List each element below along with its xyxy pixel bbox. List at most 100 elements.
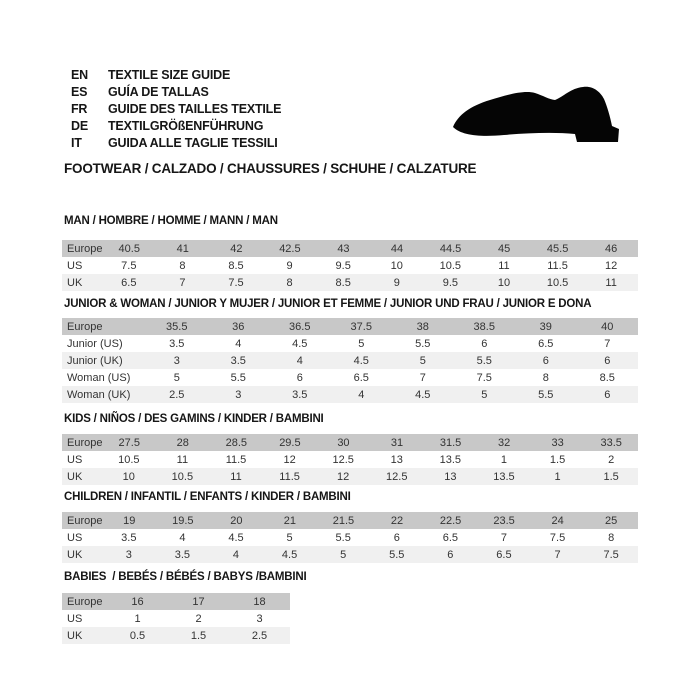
table-row: Europe 35.5 36 36.5 37.5 38 38.5 39 40 (62, 318, 638, 335)
table-row: US 7.5 8 8.5 9 9.5 10 10.5 11 11.5 12 (62, 257, 638, 274)
size-cell: 8.5 (599, 371, 615, 384)
size-cell: 33.5 (600, 436, 622, 449)
size-cell: 6.5 (496, 548, 512, 561)
size-cell: 21.5 (332, 514, 355, 527)
size-cell: 12.5 (332, 453, 354, 466)
size-table-kids: Europe 27.5 28 28.5 29.5 30 31 31.5 32 33 33.5 US 10… (62, 434, 638, 485)
size-cell: 2.5 (251, 629, 268, 642)
table-row: UK 0.5 1.5 2.5 (62, 627, 290, 644)
section-babies: BABIES / BEBÉS / BÉBÉS / BABYS /BAMBINI … (62, 571, 307, 644)
size-cell: 30 (337, 436, 350, 449)
size-cell: 36 (232, 320, 245, 333)
size-cell: 4 (232, 548, 240, 561)
section-title: JUNIOR & WOMAN / JUNIOR Y MUJER / JUNIOR… (64, 298, 592, 310)
size-cell: 44 (390, 242, 404, 255)
size-cell: 12 (605, 259, 618, 272)
size-cell: 5.5 (389, 548, 405, 561)
size-cell: 4 (235, 337, 242, 350)
size-cell: 1.5 (190, 629, 207, 642)
size-cell: 8.5 (228, 259, 244, 272)
size-cell: 3 (173, 354, 180, 367)
size-cell: 3.5 (292, 388, 308, 401)
size-cell: 4 (358, 388, 365, 401)
table-row: Woman (US) 5 5.5 6 6.5 7 7.5 8 8.5 (62, 369, 638, 386)
size-cell: 21 (283, 514, 297, 527)
lang-row-fr: FR GUIDE DES TAILLES TEXTILE (71, 100, 281, 117)
table-row: Europe 27.5 28 28.5 29.5 30 31 31.5 32 33 33.5 (62, 434, 638, 451)
size-cell: 10.5 (439, 259, 462, 272)
size-cell: 38 (416, 320, 429, 333)
size-cell: 9.5 (335, 259, 351, 272)
row-label: US (67, 259, 83, 272)
size-cell: 19.5 (172, 514, 194, 527)
size-table-man: Europe 40.5 41 42 42.5 43 44 44.5 45 45.5 46 US 7.5 8… (62, 240, 638, 291)
size-cell: 5.5 (476, 354, 492, 367)
size-cell: 7 (604, 337, 611, 350)
category-heading: FOOTWEAR / CALZADO / CHAUSSURES / SCHUHE… (64, 161, 477, 176)
lang-title: TEXTILE SIZE GUIDE (108, 67, 231, 82)
row-label: Europe (67, 436, 103, 449)
row-label: US (67, 453, 83, 466)
size-cell: 3.5 (121, 531, 137, 544)
size-cell: 40 (601, 320, 614, 333)
size-cell: 1 (134, 612, 141, 625)
size-cell: 17 (192, 595, 205, 608)
size-cell: 10.5 (171, 470, 194, 483)
size-cell: 8 (608, 531, 615, 544)
row-label: Woman (US) (67, 371, 131, 384)
table-row: US 10.5 11 11.5 12 12.5 13 13.5 1 1.5 2 (62, 451, 638, 468)
size-cell: 4.5 (292, 337, 308, 350)
size-cell: 1 (554, 470, 561, 483)
size-cell: 46 (605, 242, 618, 255)
lang-row-en: EN TEXTILE SIZE GUIDE (71, 66, 281, 83)
size-table-children: Europe 19 19.5 20 21 21.5 22 22.5 23.5 24 25 US 3.5 4… (62, 512, 638, 563)
size-cell: 5 (419, 354, 426, 367)
size-cell: 10.5 (546, 276, 569, 289)
row-label: Woman (UK) (67, 388, 131, 401)
size-cell: 6 (542, 354, 549, 367)
section-title: KIDS / NIÑOS / DES GAMINS / KINDER / BAM… (64, 413, 324, 425)
size-table-babies: Europe 16 17 18 US 1 2 3 UK 0.5 1.5 2.5 (62, 593, 290, 644)
table-row: Europe 40.5 41 42 42.5 43 44 44.5 45 45.5 46 (62, 240, 638, 257)
size-cell: 4.5 (415, 388, 431, 401)
size-cell: 6 (447, 548, 454, 561)
size-cell: 3.5 (169, 337, 185, 350)
table-row: Junior (US) 3.5 4 4.5 5 5.5 6 6.5 7 (62, 335, 638, 352)
table-row: UK 10 10.5 11 11.5 12 12.5 13 13.5 1 1.5 (62, 468, 638, 485)
size-cell: 5 (358, 337, 365, 350)
size-cell: 12 (337, 470, 350, 483)
size-cell: 8 (286, 276, 293, 289)
size-cell: 2 (195, 612, 202, 625)
section-kids: KIDS / NIÑOS / DES GAMINS / KINDER / BAM… (62, 413, 638, 485)
size-cell: 8.5 (335, 276, 351, 289)
size-cell: 1.5 (603, 470, 619, 483)
table-row: Junior (UK) 3 3.5 4 4.5 5 5.5 6 6 (62, 352, 638, 369)
size-cell: 6 (393, 531, 400, 544)
size-cell: 13 (390, 453, 403, 466)
size-cell: 7 (179, 276, 186, 289)
row-label: US (67, 612, 83, 625)
lang-code: ES (71, 84, 88, 99)
table-row: Europe 19 19.5 20 21 21.5 22 22.5 23.5 24 25 (62, 512, 638, 529)
size-cell: 29.5 (279, 436, 301, 449)
size-cell: 3.5 (230, 354, 246, 367)
lang-title: TEXTILGRÖßENFÜHRUNG (108, 119, 264, 134)
size-cell: 3 (235, 388, 242, 401)
size-cell: 10 (122, 470, 135, 483)
row-label: Europe (67, 242, 103, 255)
size-cell: 1 (500, 453, 508, 466)
size-cell: 19 (123, 514, 136, 527)
size-cell: 5 (173, 371, 180, 384)
size-cell: 12.5 (386, 470, 408, 483)
size-cell: 38.5 (473, 320, 495, 333)
size-cell: 6.5 (121, 276, 137, 289)
size-cell: 7.5 (121, 259, 137, 272)
size-cell: 8 (179, 259, 186, 272)
size-cell: 36.5 (289, 320, 311, 333)
lang-row-it: IT GUIDA ALLE TAGLIE TESSILI (71, 135, 281, 152)
size-cell: 35.5 (166, 320, 188, 333)
size-cell: 31.5 (439, 436, 462, 449)
size-cell: 44.5 (439, 242, 462, 255)
size-cell: 9 (286, 259, 293, 272)
